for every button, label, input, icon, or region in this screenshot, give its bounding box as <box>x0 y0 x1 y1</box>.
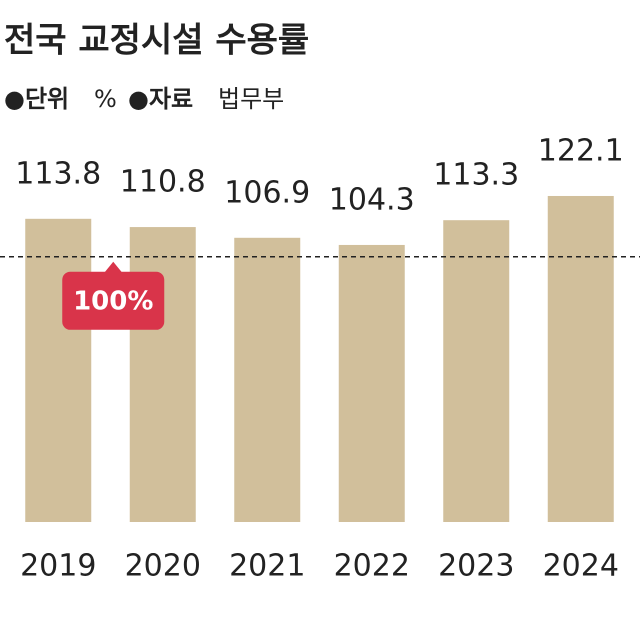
bar <box>547 195 614 522</box>
callout-label: 100% <box>73 286 153 316</box>
value-label: 113.8 <box>15 156 101 191</box>
bar <box>443 220 510 522</box>
x-tick-label: 2024 <box>543 549 619 584</box>
x-tick-label: 2023 <box>438 549 514 584</box>
bar <box>129 227 196 522</box>
x-tick-label: 2020 <box>125 549 201 584</box>
callout-pointer <box>104 261 123 273</box>
bar <box>25 218 92 522</box>
source-label: ●자료 <box>128 85 193 113</box>
chart-title: 전국 교정시설 수용률 <box>4 21 309 61</box>
value-label: 113.3 <box>433 158 519 193</box>
unit-label: ●단위 <box>4 85 69 113</box>
x-tick-label: 2021 <box>229 549 305 584</box>
unit: % <box>94 85 117 113</box>
callout-box <box>62 271 165 330</box>
x-tick-label: 2019 <box>20 549 96 584</box>
bar <box>338 244 405 523</box>
value-label: 110.8 <box>120 165 206 200</box>
bar <box>234 237 301 522</box>
value-label: 104.3 <box>329 182 415 217</box>
source: 법무부 <box>218 85 284 113</box>
value-label: 122.1 <box>538 133 624 168</box>
x-tick-label: 2022 <box>334 549 410 584</box>
value-label: 106.9 <box>224 175 310 210</box>
